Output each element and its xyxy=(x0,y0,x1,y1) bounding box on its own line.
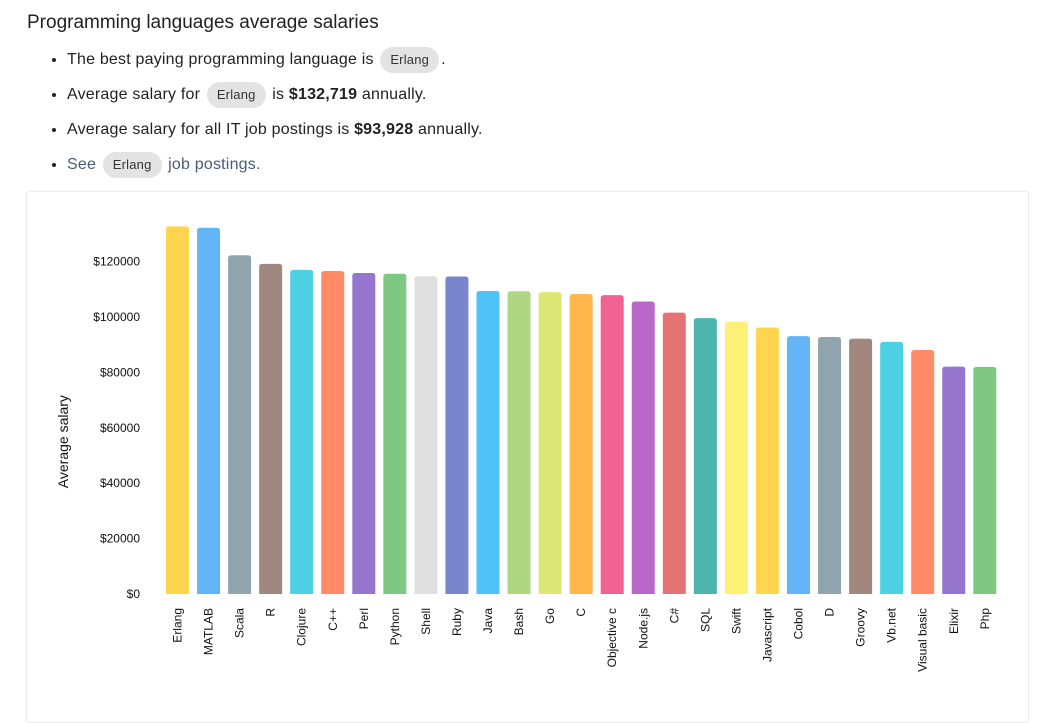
bar-shell[interactable] xyxy=(414,276,438,594)
language-pill: Erlang xyxy=(206,81,266,108)
x-tick-label: R xyxy=(264,608,278,617)
x-tick-label: C# xyxy=(667,608,681,624)
bar-c-[interactable] xyxy=(662,312,686,594)
x-tick-label: Erlang xyxy=(171,608,185,643)
bar-swift[interactable] xyxy=(724,321,748,594)
fact-text: annually. xyxy=(361,86,427,103)
bar-matlab[interactable] xyxy=(197,227,221,594)
y-tick-label: $80000 xyxy=(100,365,140,379)
x-tick-label: MATLAB xyxy=(202,608,216,655)
bar-groovy[interactable] xyxy=(849,338,873,594)
fact-text: Average salary for all IT job postings i… xyxy=(67,121,350,138)
x-tick-label: Node.js xyxy=(636,608,650,649)
salary-bar-chart: $0 $20000 $40000 $60000 $80000 $100000 $120000… xyxy=(55,226,997,672)
bar-java[interactable] xyxy=(476,290,500,594)
x-tick-label: Objective c xyxy=(605,608,619,667)
bar-ruby[interactable] xyxy=(445,276,469,594)
x-tick-label: Php xyxy=(978,608,992,630)
y-tick-label: $60000 xyxy=(100,421,140,435)
fact-text: is xyxy=(272,86,285,103)
bar-go[interactable] xyxy=(538,292,562,594)
bar-php[interactable] xyxy=(973,366,997,594)
bar-cobol[interactable] xyxy=(787,336,810,594)
x-axis-labels: Erlang MATLAB Scala R Clojure C++ Perl Python Sh… xyxy=(171,607,992,671)
bar-node-js[interactable] xyxy=(631,301,655,594)
chart-card: $0 $20000 $40000 $60000 $80000 $100000 $120000… xyxy=(26,191,1029,723)
link-text: See xyxy=(67,156,97,173)
x-tick-label: SQL xyxy=(698,608,712,632)
y-tick-label: $120000 xyxy=(93,255,140,269)
bar-clojure[interactable] xyxy=(290,269,314,594)
x-tick-label: Scala xyxy=(233,608,247,638)
see-job-postings-item: See Erlang job postings. xyxy=(67,149,483,179)
bar-scala[interactable] xyxy=(228,255,252,594)
bar-perl[interactable] xyxy=(352,272,376,594)
x-tick-label: C xyxy=(574,608,588,617)
x-tick-label: Shell xyxy=(419,608,433,635)
bars xyxy=(166,226,997,594)
x-tick-label: Go xyxy=(543,608,557,624)
x-tick-label: Java xyxy=(481,608,495,634)
bar-vb-net[interactable] xyxy=(880,341,904,594)
link-text: job postings. xyxy=(168,156,261,173)
x-tick-label: Perl xyxy=(357,608,371,629)
bar-bash[interactable] xyxy=(507,291,531,594)
facts-list: The best paying programming language is … xyxy=(48,44,483,179)
fact-best-language: The best paying programming language is … xyxy=(67,44,483,79)
y-tick-label: $0 xyxy=(127,587,141,601)
bar-erlang[interactable] xyxy=(166,226,189,594)
bar-r[interactable] xyxy=(259,263,283,594)
x-tick-label: Swift xyxy=(729,607,743,634)
x-tick-label: D xyxy=(823,608,837,617)
x-tick-label: Javascript xyxy=(760,607,774,662)
y-tick-label: $20000 xyxy=(100,532,140,546)
x-tick-label: Python xyxy=(388,608,402,645)
page-title: Programming languages average salaries xyxy=(27,12,379,33)
y-axis: $0 $20000 $40000 $60000 $80000 $100000 $120000 xyxy=(93,255,140,601)
x-tick-label: Vb.net xyxy=(885,607,899,642)
bar-d[interactable] xyxy=(818,336,842,594)
x-tick-label: Visual basic xyxy=(916,608,930,672)
salary-value: $132,719 xyxy=(288,86,358,103)
fact-average-salary: Average salary for Erlang is $132,719 an… xyxy=(67,79,483,114)
bar-objective-c[interactable] xyxy=(600,295,624,594)
x-tick-label: Ruby xyxy=(450,608,464,636)
fact-text: Average salary for xyxy=(67,86,201,103)
bar-sql[interactable] xyxy=(693,318,717,594)
bar-python[interactable] xyxy=(383,273,407,594)
bar-javascript[interactable] xyxy=(755,327,779,594)
y-tick-label: $100000 xyxy=(93,310,140,324)
bar-c[interactable] xyxy=(569,294,593,594)
bar-c-[interactable] xyxy=(321,271,345,594)
fact-text: The best paying programming language is xyxy=(67,51,374,68)
fact-text: . xyxy=(441,51,446,68)
see-job-postings-link[interactable]: See Erlang job postings. xyxy=(67,151,261,178)
y-axis-label: Average salary xyxy=(55,395,71,488)
fact-text: annually. xyxy=(417,121,483,138)
x-tick-label: Bash xyxy=(512,608,526,635)
x-tick-label: Groovy xyxy=(854,608,868,647)
x-tick-label: Clojure xyxy=(295,608,309,646)
bar-elixir[interactable] xyxy=(942,366,966,594)
x-tick-label: Elixir xyxy=(947,608,961,634)
fact-all-it-salary: Average salary for all IT job postings i… xyxy=(67,114,483,149)
bar-visual-basic[interactable] xyxy=(911,349,935,594)
y-tick-label: $40000 xyxy=(100,476,140,490)
all-it-salary-value: $93,928 xyxy=(354,121,414,138)
language-pill: Erlang xyxy=(380,46,440,73)
x-tick-label: C++ xyxy=(326,608,340,631)
x-tick-label: Cobol xyxy=(792,608,806,639)
language-pill: Erlang xyxy=(102,151,162,178)
